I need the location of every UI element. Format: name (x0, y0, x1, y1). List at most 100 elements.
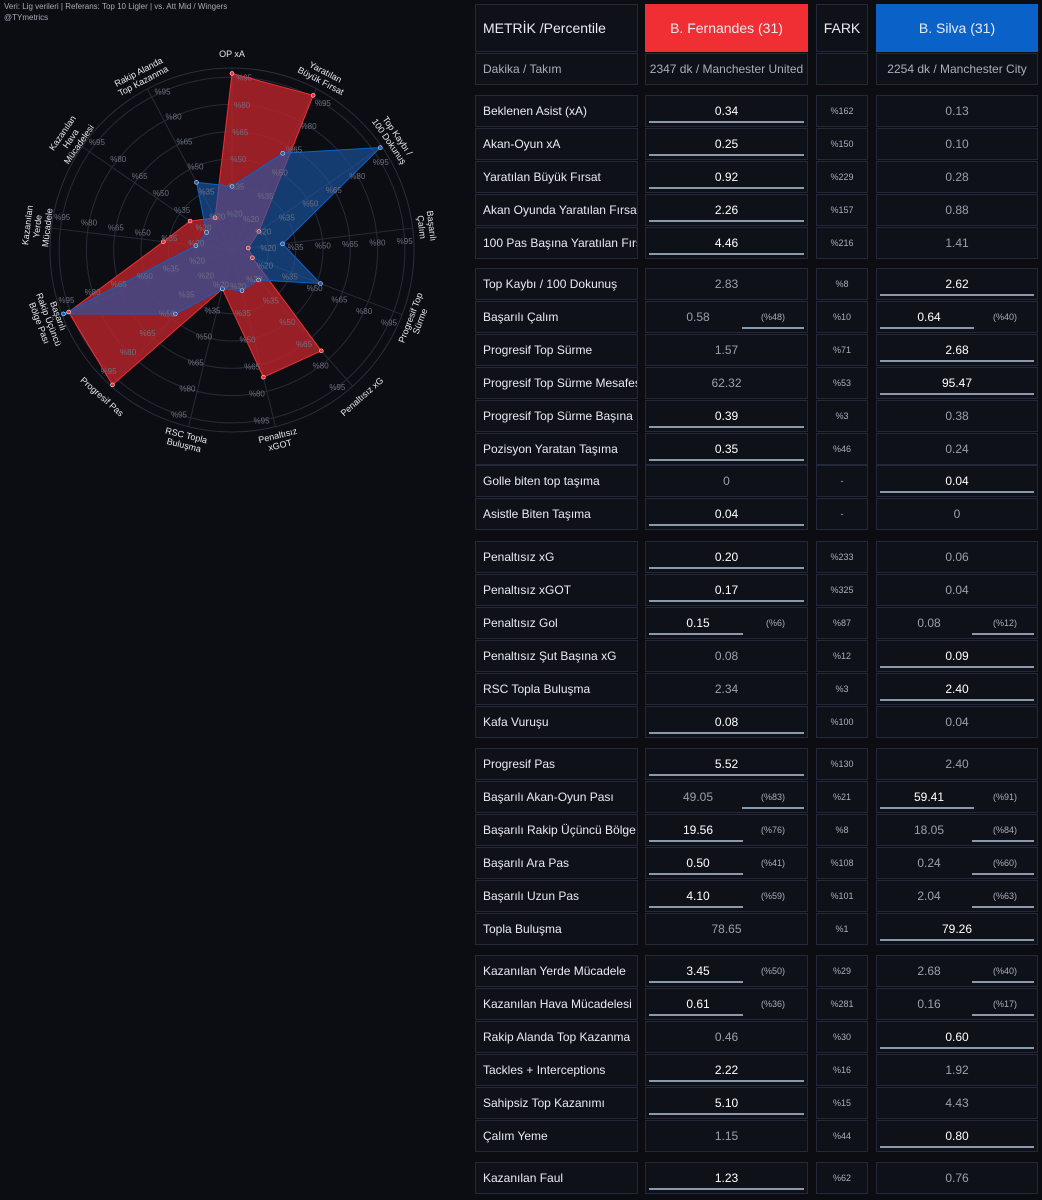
value-cell-player2: 59.41 (%91) (876, 781, 1038, 813)
table-row-metric: Progresif Pas (475, 748, 638, 780)
diff-cell: %100 (816, 706, 868, 738)
winner-bar (880, 360, 1034, 362)
diff-cell: %87 (816, 607, 868, 639)
value: 0.50 (686, 856, 710, 870)
radar-point (161, 239, 166, 244)
radar-point (280, 151, 285, 156)
radar-point (193, 243, 199, 248)
value: 0.06 (945, 550, 969, 564)
radar-ring-label: %65 (244, 363, 261, 372)
diff-cell: %8 (816, 268, 868, 300)
radar-ring-label: %65 (108, 224, 125, 233)
radar-ring-label: %50 (159, 310, 176, 319)
radar-ring-label: %20 (246, 275, 263, 284)
radar-ring-label: %80 (81, 218, 98, 227)
radar-ring-label: %35 (282, 273, 299, 282)
table-row-metric: RSC Topla Buluşma (475, 673, 638, 705)
radar-point (212, 215, 218, 221)
value: 0.38 (945, 409, 969, 423)
metric-name: Kazanılan Hava Mücadelesi (483, 997, 632, 1011)
radar-ring-label: %65 (296, 340, 313, 349)
table-row-metric: Progresif Top Sürme Mesafesi (475, 367, 638, 399)
winner-bar (649, 1188, 804, 1190)
metric-name: Başarılı Ara Pas (483, 856, 570, 870)
value-cell-player2: 2.40 (876, 673, 1038, 705)
table-row-metric: Kafa Vuruşu (475, 706, 638, 738)
radar-axis-label: YaratılanBüyük Fırsat (296, 56, 350, 97)
value-cell-player2: 0.76 (876, 1162, 1038, 1194)
diff-cell: %3 (816, 400, 868, 432)
radar-point (220, 286, 225, 292)
radar-ring-label: %35 (279, 214, 296, 223)
diff-value: %130 (830, 759, 854, 769)
radar-ring-label: %65 (111, 280, 128, 289)
metric-name: Golle biten top taşıma (483, 474, 600, 488)
radar-point (319, 348, 324, 354)
percentile-label: (%40) (992, 966, 1017, 976)
radar-ring-label: %95 (155, 88, 172, 97)
diff-cell: %8 (816, 814, 868, 846)
value-cell-player2: 0.04 (876, 574, 1038, 606)
radar-ring-label: %95 (315, 99, 332, 108)
value: 78.65 (711, 922, 742, 936)
winner-bar (649, 154, 804, 156)
table-row-metric: Akan-Oyun xA (475, 128, 638, 160)
diff-cell: - (816, 498, 868, 530)
radar-ring-label: %35 (161, 234, 178, 243)
table-header-diff: FARK (816, 4, 868, 52)
winner-bar (649, 981, 743, 983)
radar-ring-label: %80 (356, 307, 373, 316)
table-header-player1: B. Fernandes (31) (645, 4, 808, 52)
radar-ring-label: %50 (137, 272, 154, 281)
radar-ring-label: %35 (179, 291, 196, 300)
value: 0.15 (686, 616, 710, 630)
radar-ring-label: %35 (204, 307, 221, 316)
diff-value: %87 (832, 618, 851, 628)
value-cell-player2: 4.43 (876, 1087, 1038, 1119)
value: 1.15 (714, 1129, 739, 1143)
radar-axis-label: Progresif TopSürme (397, 291, 434, 348)
radar-ring-label: %95 (101, 367, 118, 376)
value: 2.68 (945, 343, 969, 357)
radar-ring-label: %20 (260, 244, 277, 253)
radar-axis-label: RSC ToplaBuluşma (162, 425, 208, 455)
value-cell-player2: 0.09 (876, 640, 1038, 672)
radar-ring-label: %50 (315, 241, 332, 250)
table-row-metric: Kazanılan Faul (475, 1162, 638, 1194)
radar-point (256, 277, 261, 283)
table-row-metric: Başarılı Uzun Pas (475, 880, 638, 912)
diff-cell: %46 (816, 433, 868, 465)
table-row-metric: Penaltısız xGOT (475, 574, 638, 606)
diff-value: %281 (830, 999, 854, 1009)
diff-cell: %130 (816, 748, 868, 780)
value-cell-player1: 5.10 (645, 1087, 808, 1119)
value: 2.68 (917, 964, 941, 978)
value: 0.61 (686, 997, 710, 1011)
percentile-bar (972, 1014, 1034, 1016)
diff-value: %44 (832, 1131, 851, 1141)
percentile-label: (%91) (992, 792, 1017, 802)
diff-value: %150 (830, 139, 854, 149)
table-header-metric: METRİK /Percentile (475, 4, 638, 52)
value: 0.10 (945, 137, 969, 151)
metric-name: Başarılı Rakip Üçüncü Bölge Pası (483, 823, 637, 837)
diff-cell: %53 (816, 367, 868, 399)
value-cell-player1: 4.10 (%59) (645, 880, 808, 912)
table-row-metric: Başarılı Çalım (475, 301, 638, 333)
radar-ring-label: %20 (188, 239, 205, 248)
radar-axis-label: BaşarılıÇalım (415, 210, 439, 243)
value-cell-player1: 2.34 (645, 673, 808, 705)
value: 1.41 (945, 236, 969, 250)
radar-point (110, 382, 115, 388)
radar-ring-label: %65 (188, 359, 205, 368)
metric-name: Rakip Alanda Top Kazanma (483, 1030, 631, 1044)
value: 2.40 (945, 682, 969, 696)
radar-axis-label: PenaltısızxGOT (257, 426, 301, 455)
percentile-bar (742, 807, 804, 809)
winner-bar (649, 426, 804, 428)
value-cell-player1: 5.52 (645, 748, 808, 780)
value-cell-player2: 0.24 (876, 433, 1038, 465)
radar-ring-label: %35 (263, 297, 280, 306)
value: 0.08 (917, 616, 941, 630)
percentile-label: (%17) (992, 999, 1017, 1009)
